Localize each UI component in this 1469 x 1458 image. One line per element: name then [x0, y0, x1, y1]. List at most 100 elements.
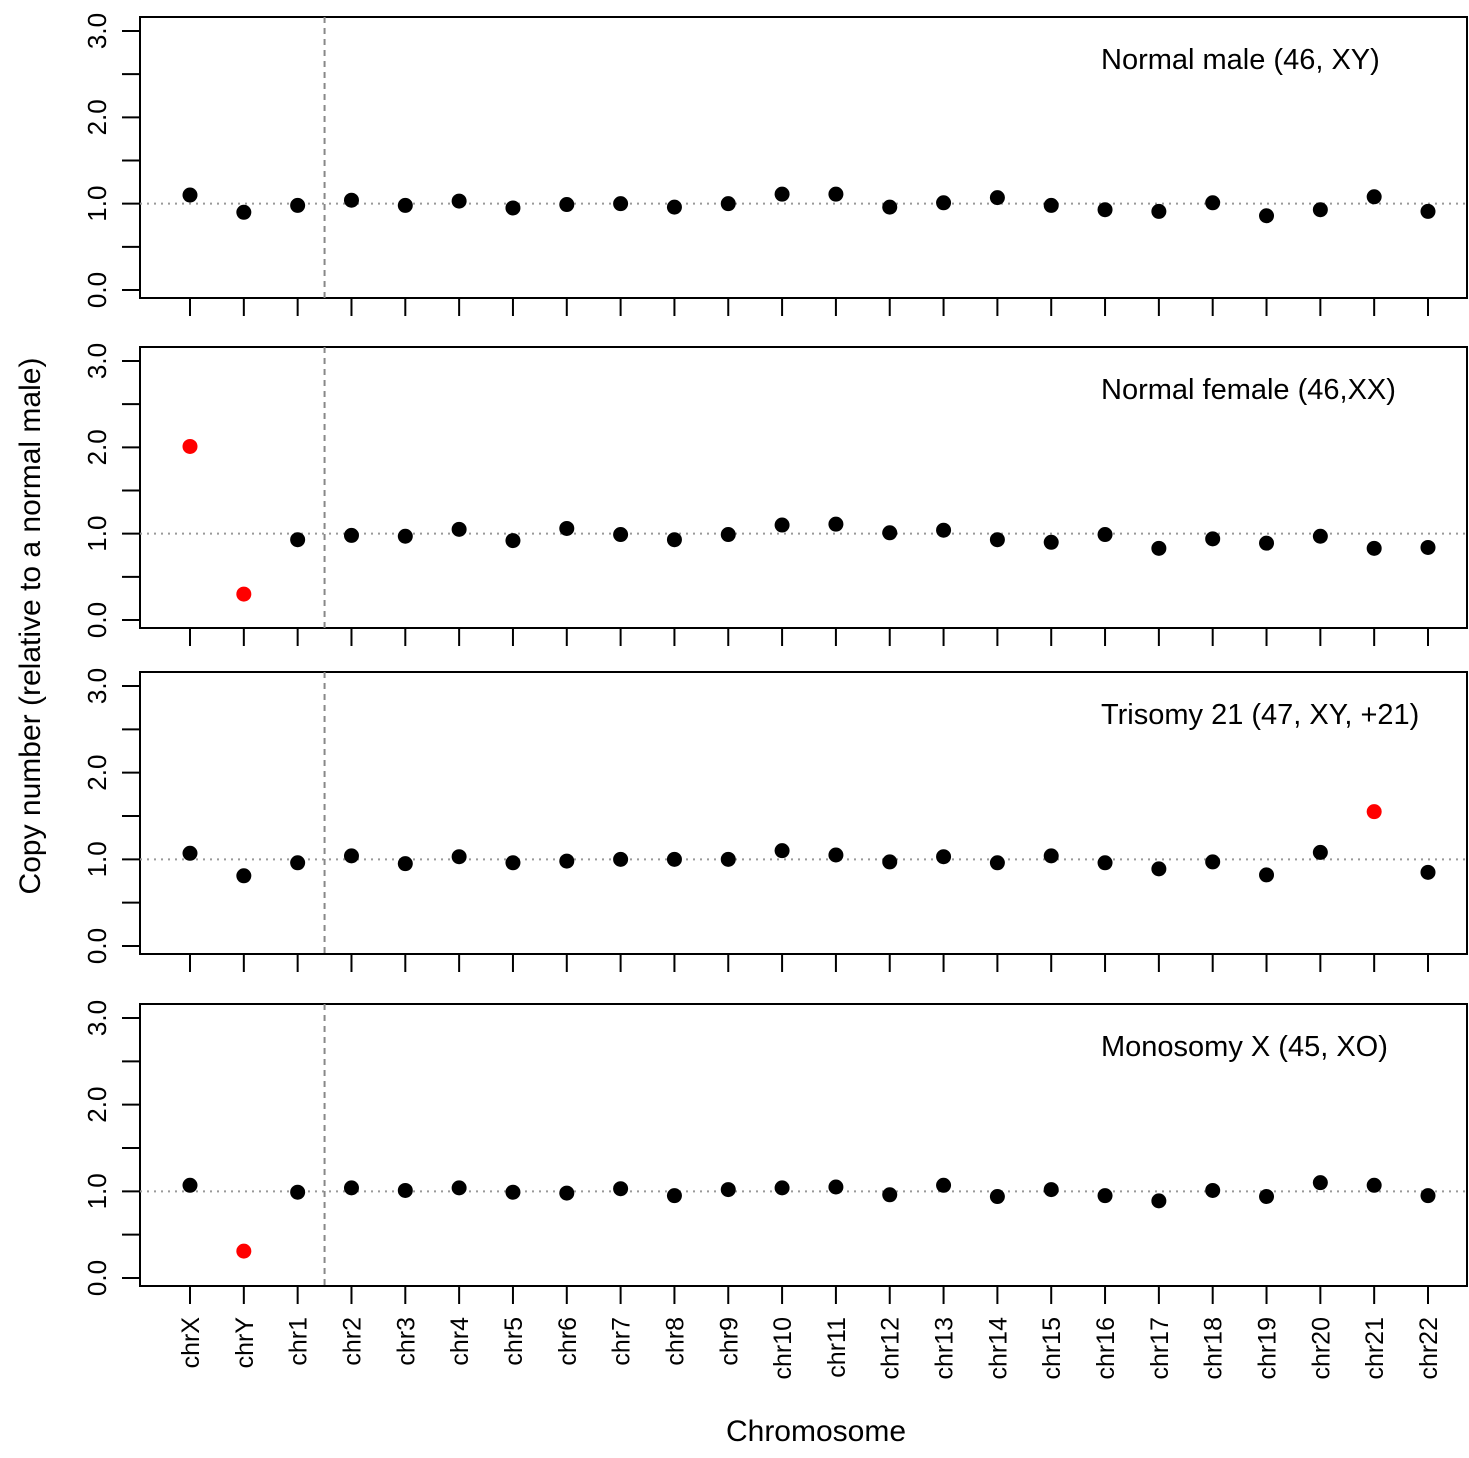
data-point: [882, 525, 898, 541]
data-point: [936, 522, 952, 538]
data-point: [936, 1177, 952, 1193]
data-point: [451, 1180, 467, 1196]
x-tick-label: chrX: [177, 1317, 205, 1369]
data-point-abnormal: [1366, 804, 1382, 820]
data-point: [343, 848, 359, 864]
data-point: [1312, 202, 1328, 218]
data-point: [1420, 203, 1436, 219]
x-tick-label: chr16: [1092, 1317, 1120, 1380]
y-tick-label: 2.0: [82, 1087, 112, 1123]
data-point: [397, 1182, 413, 1198]
data-point: [1097, 855, 1113, 871]
data-point: [290, 532, 306, 548]
y-tick-label: 3.0: [82, 343, 112, 379]
data-point: [989, 532, 1005, 548]
x-tick-label: chr18: [1200, 1317, 1228, 1380]
data-point: [559, 197, 575, 213]
data-point: [613, 851, 629, 867]
x-tick-label: chr12: [877, 1317, 905, 1380]
data-point: [1151, 203, 1167, 219]
data-point: [1205, 531, 1221, 547]
x-tick-label: chr15: [1038, 1317, 1066, 1380]
data-point: [559, 1185, 575, 1201]
y-tick-label: 2.0: [82, 99, 112, 135]
data-point: [828, 186, 844, 202]
data-point: [774, 843, 790, 859]
data-point: [1043, 848, 1059, 864]
data-point: [1366, 540, 1382, 556]
data-point: [182, 1177, 198, 1193]
panel-frame: [139, 671, 1468, 955]
data-point: [236, 868, 252, 884]
data-point: [505, 533, 521, 549]
data-point: [1366, 1177, 1382, 1193]
x-tick-label: chr8: [661, 1317, 689, 1366]
x-tick-label: chr13: [931, 1317, 959, 1380]
data-point: [774, 186, 790, 202]
y-tick-label: 0.0: [82, 602, 112, 638]
x-tick-label: chr17: [1146, 1317, 1174, 1380]
data-point: [397, 197, 413, 213]
data-point: [236, 204, 252, 220]
x-tick-label: chr22: [1415, 1317, 1443, 1380]
data-point: [1259, 1189, 1275, 1205]
data-point: [989, 1189, 1005, 1205]
x-tick-label: chr19: [1254, 1317, 1282, 1380]
data-point: [613, 527, 629, 543]
y-tick-label: 3.0: [82, 668, 112, 704]
x-tick-label: chrY: [231, 1317, 259, 1369]
y-tick-label: 1.0: [82, 516, 112, 552]
data-point: [882, 854, 898, 870]
y-tick-label: 2.0: [82, 429, 112, 465]
panel-frame: [139, 16, 1468, 299]
x-tick-label: chr5: [500, 1317, 528, 1366]
y-tick-label: 0.0: [82, 928, 112, 964]
data-point-abnormal: [236, 1243, 252, 1259]
x-tick-label: chr2: [338, 1317, 366, 1366]
x-tick-label: chr14: [984, 1317, 1012, 1380]
data-point: [1312, 844, 1328, 860]
data-point: [1097, 1188, 1113, 1204]
data-point: [451, 193, 467, 209]
x-tick-label: chr9: [715, 1317, 743, 1366]
data-point: [1420, 1188, 1436, 1204]
data-point: [290, 1184, 306, 1200]
data-point: [343, 192, 359, 208]
data-point: [666, 1188, 682, 1204]
data-point: [343, 527, 359, 543]
panel-frame: [139, 1003, 1468, 1287]
y-tick-label: 3.0: [82, 1000, 112, 1036]
data-point: [666, 532, 682, 548]
data-point: [505, 1184, 521, 1200]
data-point-abnormal: [182, 438, 198, 454]
data-point: [451, 849, 467, 865]
x-tick-label: chr20: [1307, 1317, 1335, 1380]
data-point: [505, 855, 521, 871]
data-point: [1312, 1175, 1328, 1191]
data-point: [1205, 854, 1221, 870]
data-point: [1043, 534, 1059, 550]
data-point-abnormal: [236, 586, 252, 602]
data-point: [290, 855, 306, 871]
data-point: [505, 200, 521, 216]
x-axis-label: Chromosome: [726, 1415, 906, 1448]
panel-title: Normal female (46,XX): [1101, 374, 1396, 406]
data-point: [936, 849, 952, 865]
data-point: [1420, 539, 1436, 555]
data-point: [1151, 1193, 1167, 1209]
data-point: [774, 517, 790, 533]
data-point: [828, 847, 844, 863]
data-point: [1043, 197, 1059, 213]
data-point: [666, 199, 682, 215]
y-tick-label: 1.0: [82, 186, 112, 222]
data-point: [182, 845, 198, 861]
data-point: [1043, 1182, 1059, 1198]
x-tick-label: chr4: [446, 1317, 474, 1366]
data-point: [1151, 540, 1167, 556]
data-point: [559, 520, 575, 536]
data-point: [720, 196, 736, 212]
data-point: [1366, 189, 1382, 205]
data-point: [1259, 208, 1275, 224]
